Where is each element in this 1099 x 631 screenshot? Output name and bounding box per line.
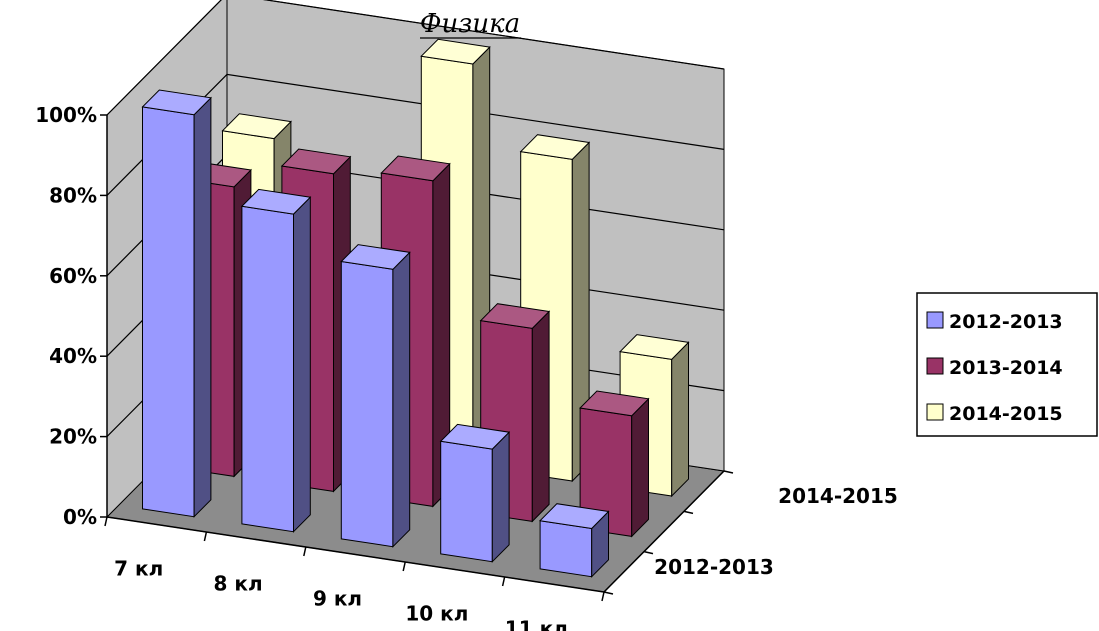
category-tick: [104, 516, 108, 527]
legend-label-2012-2013: 2012-2013: [949, 311, 1063, 333]
bar-side-face: [293, 195, 311, 533]
bar-2012-2013-9 кл: [340, 244, 411, 548]
value-tick-label: 20%: [49, 425, 97, 449]
bar-side-face: [671, 341, 689, 498]
depth-axis-line: [603, 470, 725, 593]
bar-side-face: [531, 310, 550, 523]
bar-top-face: [380, 155, 451, 182]
legend-swatch-2014-2015: [926, 403, 944, 421]
bar-top-face: [479, 303, 551, 329]
bar-front-face: [241, 205, 294, 533]
category-label: 8 кл: [214, 572, 263, 596]
bar-top-face: [141, 89, 212, 116]
bar-2012-2013-8 кл: [240, 188, 312, 533]
bar-top-face: [579, 390, 650, 417]
bar-top-face: [240, 188, 312, 215]
bar-front-face: [340, 260, 394, 548]
legend-swatch-2013-2014: [926, 357, 944, 375]
bar-top-face: [280, 148, 352, 175]
value-tick-label: 100%: [35, 103, 97, 127]
legend-box: [916, 292, 1098, 437]
bar-2013-2014-11 кл: [579, 390, 650, 538]
bar-top-face: [539, 503, 610, 530]
depth-label-front: 2012-2013: [654, 555, 774, 579]
value-tick-label: 60%: [49, 264, 97, 288]
category-tick: [601, 591, 605, 602]
bar-top-face: [420, 38, 491, 65]
category-label: 7 кл: [114, 557, 163, 581]
depth-label-back: 2014-2015: [778, 484, 898, 508]
bar-2012-2013-10 кл: [439, 423, 511, 563]
category-axis-line: [106, 516, 605, 593]
category-tick: [303, 546, 307, 557]
value-tick-label: 0%: [63, 505, 97, 529]
bar-2012-2013-7 кл: [141, 89, 212, 518]
bar-top-face: [519, 134, 591, 160]
bar-top-face: [619, 334, 690, 360]
legend-label-2014-2015: 2014-2015: [949, 403, 1063, 425]
bar-2012-2013-11 кл: [539, 503, 610, 578]
bar-top-face: [340, 244, 411, 270]
depth-tick: [643, 550, 654, 555]
legend-label-2013-2014: 2013-2014: [949, 357, 1063, 379]
category-label: 10 кл: [405, 602, 468, 626]
depth-tick: [723, 470, 734, 474]
bar-top-face: [439, 423, 511, 450]
category-label: 11 кл: [505, 617, 568, 631]
bar-side-face: [491, 430, 510, 563]
bar-front-face: [539, 520, 593, 578]
value-tick-label: 80%: [49, 183, 97, 207]
bar-front-face: [440, 440, 493, 563]
bar-front-face: [142, 106, 195, 518]
chart-title: Физика: [420, 9, 520, 39]
bar-top-face: [221, 113, 292, 140]
legend: 2012-2013 2013-2014 2014-2015: [916, 292, 1098, 437]
category-label: 9 кл: [313, 587, 362, 611]
category-tick: [501, 576, 506, 587]
chart-bars: [141, 38, 690, 578]
depth-tick: [683, 510, 694, 515]
gridline: [106, 0, 725, 116]
legend-swatch-2012-2013: [926, 311, 944, 329]
bar-side-face: [392, 251, 411, 548]
value-tick-label: 40%: [49, 344, 97, 368]
category-tick: [203, 531, 208, 542]
bar-side-face: [631, 397, 649, 538]
category-tick: [402, 561, 406, 572]
chart-axes: 0% 20% 40% 60% 80% 100% 7 кл 8 кл 9 кл 10 кл 11 кл: [35, 103, 734, 631]
depth-tick: [603, 591, 614, 595]
bar-side-face: [193, 96, 212, 518]
